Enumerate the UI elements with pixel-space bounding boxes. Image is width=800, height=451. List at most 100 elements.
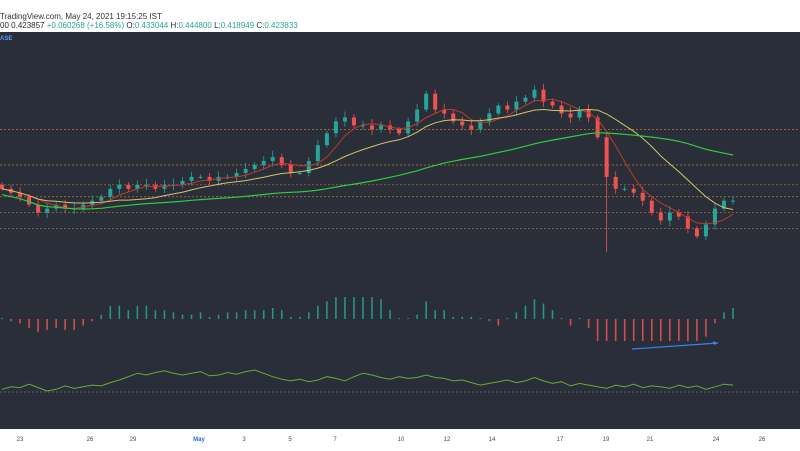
histogram-bar-5 [46, 319, 48, 330]
histogram-bar-2 [19, 319, 21, 324]
histogram-bar-59 [533, 299, 536, 319]
histogram-bar-67 [605, 319, 608, 341]
candle-body-67 [604, 137, 609, 177]
histogram-bar-6 [55, 319, 57, 328]
histogram-bar-66 [596, 319, 599, 341]
x-tick-label: 24 [712, 437, 720, 443]
exchange-tag: ASE [0, 36, 13, 42]
histogram-bar-22 [199, 312, 202, 319]
candle-body-16 [144, 184, 149, 186]
histogram-bar-14 [127, 310, 130, 319]
price-change: +0.060268 (+16.58%) [46, 21, 125, 30]
close-key: C: [256, 21, 265, 30]
candle-body-39 [351, 117, 356, 126]
histogram-bar-38 [344, 297, 346, 319]
histogram-bar-40 [362, 297, 364, 319]
histogram-bar-3 [28, 319, 30, 328]
candle-body-55 [496, 105, 501, 114]
histogram-bar-58 [524, 305, 527, 319]
histogram-bar-64 [578, 318, 581, 319]
histogram-bar-70 [632, 319, 635, 341]
candle-body-5 [45, 208, 50, 213]
price-prefix: 00 [0, 21, 9, 30]
histogram-bar-75 [678, 319, 680, 341]
histogram-bar-10 [91, 319, 94, 322]
candle-body-32 [288, 165, 293, 173]
candle-body-59 [532, 89, 537, 98]
time-axis: 23 26 29 May 3 5 7 10 12 14 17 19 21 24 26 [0, 429, 800, 451]
x-tick-label: 14 [488, 437, 496, 443]
histogram-bar-53 [479, 318, 482, 319]
candle-body-79 [712, 208, 717, 225]
histogram-bar-35 [317, 305, 319, 319]
candle-body-26 [234, 172, 239, 177]
histogram-bar-11 [100, 314, 103, 319]
source-line: TradingView.com, May 24, 2021 19:15:25 I… [0, 12, 162, 21]
high-value: 0.444800 [178, 21, 212, 30]
histogram-bar-41 [371, 297, 373, 319]
chart-area[interactable]: ASE [0, 32, 800, 429]
histogram-bar-65 [587, 319, 590, 328]
histogram-bar-46 [416, 314, 418, 319]
histogram-bar-20 [181, 314, 184, 319]
candle-body-36 [324, 133, 329, 146]
x-tick-label: 10 [397, 437, 405, 443]
candle-body-37 [333, 121, 338, 134]
candle-body-76 [685, 216, 690, 229]
open-key: O: [126, 21, 135, 30]
histogram-bar-23 [208, 316, 211, 319]
candle-body-65 [586, 109, 591, 118]
candle-body-42 [379, 125, 384, 130]
candle-body-22 [198, 176, 203, 178]
candle-body-49 [442, 109, 447, 114]
histogram-bar-79 [714, 319, 716, 324]
histogram-bar-57 [515, 312, 518, 319]
candle-body-27 [243, 168, 248, 173]
divergence-arrow-icon [713, 341, 718, 345]
candle-body-78 [703, 224, 708, 237]
candle-body-54 [487, 113, 492, 122]
high-key: H: [170, 21, 179, 30]
candle-body-66 [595, 117, 600, 138]
histogram-bar-31 [280, 310, 283, 319]
histogram-bar-4 [37, 319, 39, 333]
histogram-bar-50 [452, 316, 455, 319]
candle-body-13 [117, 184, 122, 189]
histogram-bar-62 [560, 318, 563, 319]
histogram-bar-39 [353, 297, 355, 319]
candle-body-50 [451, 113, 456, 122]
candle-body-0 [0, 184, 4, 189]
histogram-bar-0 [1, 318, 3, 319]
histogram-bar-60 [542, 303, 545, 319]
histogram-bar-45 [407, 318, 409, 319]
histogram-bar-8 [73, 319, 75, 330]
close-value: 0.423833 [264, 21, 298, 30]
histogram-bar-32 [289, 316, 292, 319]
histogram-bar-26 [235, 312, 238, 319]
histogram-bar-18 [163, 310, 166, 319]
histogram-bar-36 [326, 301, 328, 319]
x-tick-label: 19 [602, 437, 610, 443]
x-tick-label: 29 [129, 437, 137, 443]
candle-body-38 [342, 117, 347, 122]
candle-body-29 [261, 161, 266, 166]
candle-body-21 [189, 176, 194, 181]
candle-body-75 [676, 212, 681, 217]
ohlc-line: 00 0.423857 +0.060268 (+16.58%) O:0.4330… [0, 21, 298, 30]
x-tick-label: 3 [242, 437, 246, 443]
price-chart-svg[interactable] [0, 32, 800, 429]
candle-body-74 [667, 212, 672, 221]
candle-body-4 [36, 204, 41, 213]
histogram-bar-71 [641, 319, 644, 341]
histogram-bar-47 [425, 301, 427, 319]
candle-body-23 [207, 176, 212, 181]
candle-body-2 [18, 192, 23, 197]
histogram-bar-30 [271, 308, 274, 319]
low-value: 0.418949 [220, 21, 255, 30]
x-tick-label: 21 [646, 437, 654, 443]
candle-body-81 [731, 200, 735, 202]
histogram-bar-25 [226, 312, 229, 319]
ema-short-line [1, 98, 734, 225]
histogram-bar-51 [461, 316, 464, 319]
